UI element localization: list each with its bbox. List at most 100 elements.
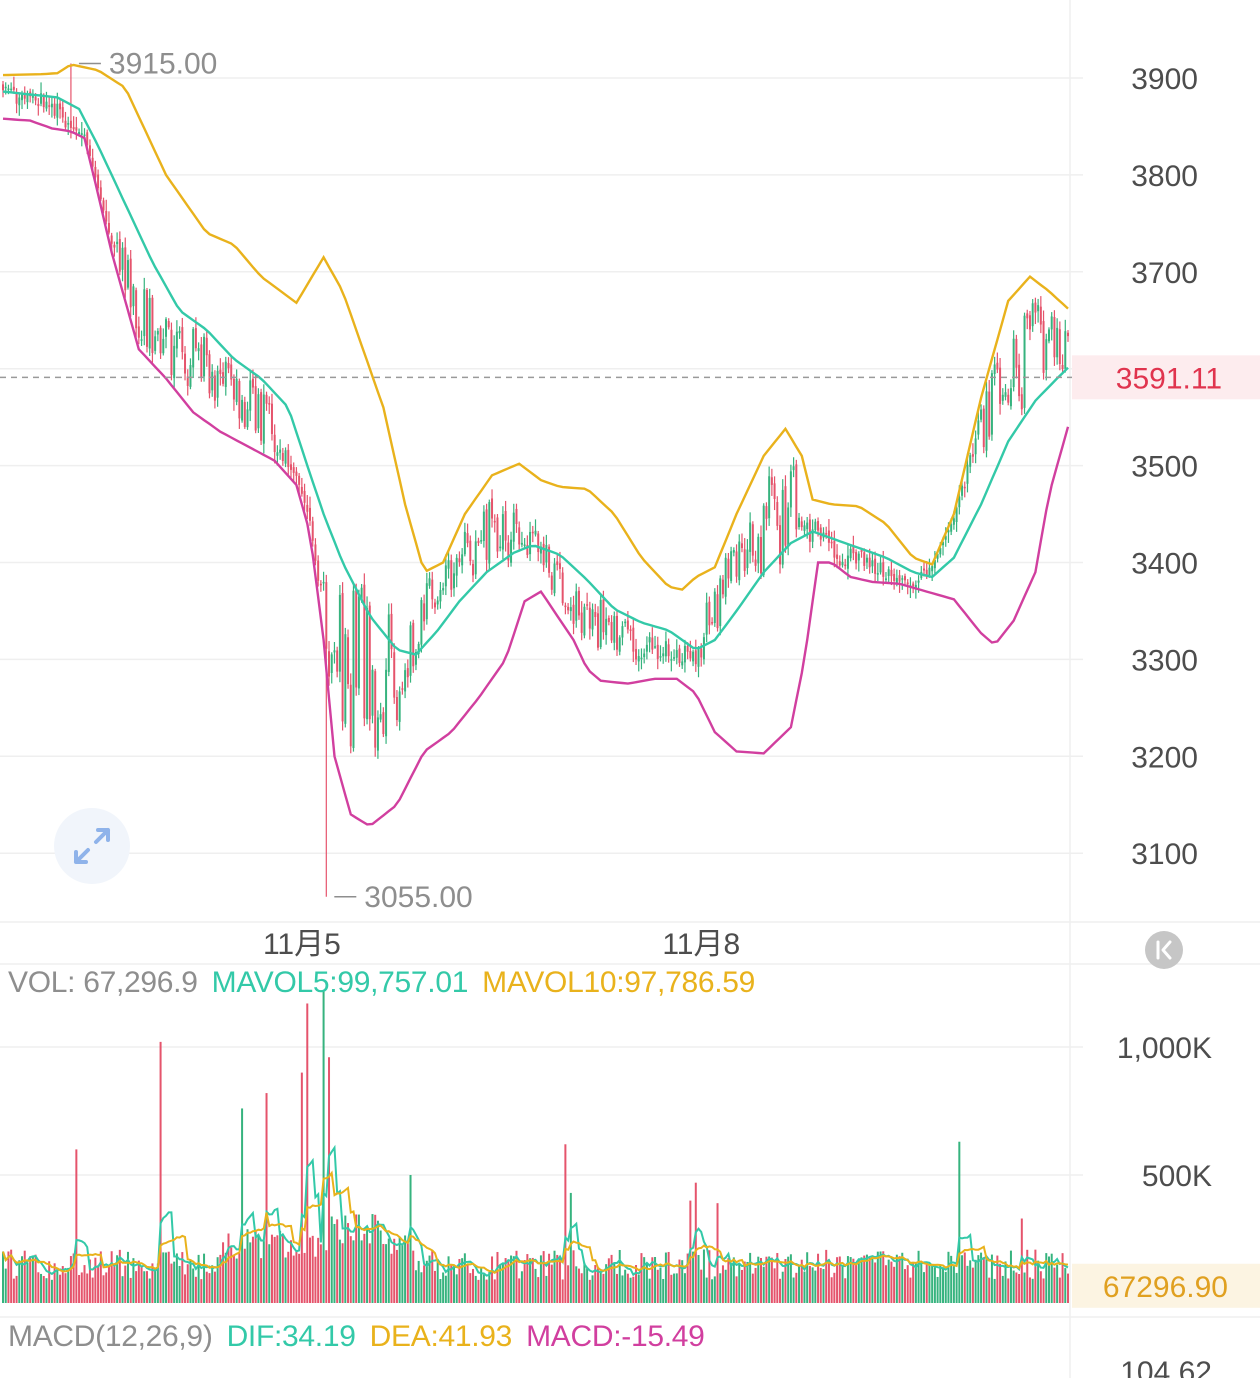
volume-bar <box>621 1275 624 1303</box>
volume-bar <box>738 1263 741 1303</box>
candle-body <box>59 103 62 110</box>
volume-bar <box>654 1257 657 1303</box>
volume-bar <box>496 1251 499 1303</box>
candle-body <box>1064 331 1067 369</box>
volume-bar <box>311 1235 314 1303</box>
candle-body <box>200 344 203 379</box>
candle-body <box>398 691 401 722</box>
candle-body <box>719 578 722 627</box>
candle-body <box>510 539 513 563</box>
volume-bar <box>428 1255 431 1303</box>
volume-bar <box>936 1276 939 1303</box>
volume-bar <box>374 1214 377 1303</box>
candle-body <box>795 464 798 530</box>
volume-bar <box>173 1261 176 1303</box>
volume-bar <box>977 1255 980 1303</box>
candle-body <box>990 373 993 435</box>
candle-body <box>466 533 469 544</box>
expand-chart-button[interactable] <box>54 808 130 884</box>
volume-bar <box>284 1257 287 1303</box>
volume-bar <box>455 1274 458 1303</box>
volume-bar <box>208 1273 211 1303</box>
candle-body <box>591 609 594 630</box>
volume-bar <box>477 1279 480 1303</box>
volume-bar <box>947 1251 950 1303</box>
volume-bar <box>360 1240 363 1303</box>
candle-body <box>996 362 999 370</box>
candle-body <box>667 644 670 657</box>
collapse-panel-button[interactable] <box>1145 931 1183 969</box>
price-tick-label: 3700 <box>1131 257 1198 290</box>
volume-bar <box>721 1265 724 1303</box>
candle-body <box>251 378 254 388</box>
candle-body <box>338 594 341 672</box>
candle-body <box>624 621 627 624</box>
candle-body <box>890 569 893 577</box>
volume-bar <box>798 1265 801 1303</box>
candle-body <box>341 593 344 722</box>
candle-body <box>952 518 955 525</box>
candle-body <box>664 641 667 657</box>
candle-body <box>942 542 945 546</box>
candle-body <box>439 590 442 602</box>
candle-body <box>648 637 651 643</box>
volume-bar <box>996 1255 999 1303</box>
volume-bar <box>640 1253 643 1303</box>
volume-bar <box>341 1243 344 1303</box>
volume-bar <box>841 1265 844 1303</box>
candle-body <box>855 552 858 564</box>
volume-bar <box>376 1220 379 1303</box>
candle-body <box>1012 338 1015 388</box>
candle-body <box>463 531 466 555</box>
current-price-tag <box>1072 355 1260 400</box>
candle-body <box>754 559 757 566</box>
candle-body <box>330 654 333 673</box>
candle-body <box>586 604 589 606</box>
candle-body <box>779 525 782 565</box>
volume-bar <box>1056 1264 1059 1303</box>
candle-body <box>102 200 105 211</box>
candle-body <box>135 290 138 329</box>
candle-body <box>414 651 417 665</box>
candle-body <box>184 353 187 374</box>
candle-body <box>493 520 496 523</box>
volume-bar <box>1018 1274 1021 1303</box>
candle-body <box>673 657 676 659</box>
volume-bar <box>912 1262 915 1303</box>
candle-body <box>241 399 244 421</box>
candle-body <box>107 222 110 233</box>
volume-bar <box>1004 1261 1007 1303</box>
volume-bar <box>944 1271 947 1303</box>
volume-bar <box>768 1256 771 1303</box>
price-tick-label: 3400 <box>1131 548 1198 581</box>
volume-bar <box>349 1236 352 1303</box>
candle-body <box>613 616 616 643</box>
candle-body <box>431 579 434 600</box>
volume-bar <box>167 1251 170 1303</box>
volume-bar <box>539 1255 542 1303</box>
volume-bar <box>762 1266 765 1303</box>
volume-bar <box>819 1267 822 1303</box>
price-tick-label: 3100 <box>1131 838 1198 871</box>
candle-body <box>298 475 301 485</box>
volume-bar <box>903 1269 906 1303</box>
candle-body <box>917 580 920 583</box>
volume-bar <box>175 1253 178 1303</box>
candle-body <box>140 339 143 341</box>
volume-bar <box>659 1267 662 1303</box>
volume-bar <box>357 1214 360 1303</box>
volume-bar <box>181 1252 184 1303</box>
volume-bar <box>433 1270 436 1303</box>
volume-bar <box>420 1272 423 1303</box>
volume-bar <box>952 1266 955 1303</box>
candle-body <box>925 569 928 576</box>
volume-bar <box>69 1256 72 1303</box>
volume-bar <box>705 1277 708 1303</box>
candle-body <box>1053 317 1056 358</box>
candle-body <box>110 235 113 244</box>
volume-bar <box>792 1277 795 1303</box>
candle-body <box>863 552 866 566</box>
candle-body <box>461 554 464 566</box>
volume-current-tag <box>1072 1263 1260 1308</box>
